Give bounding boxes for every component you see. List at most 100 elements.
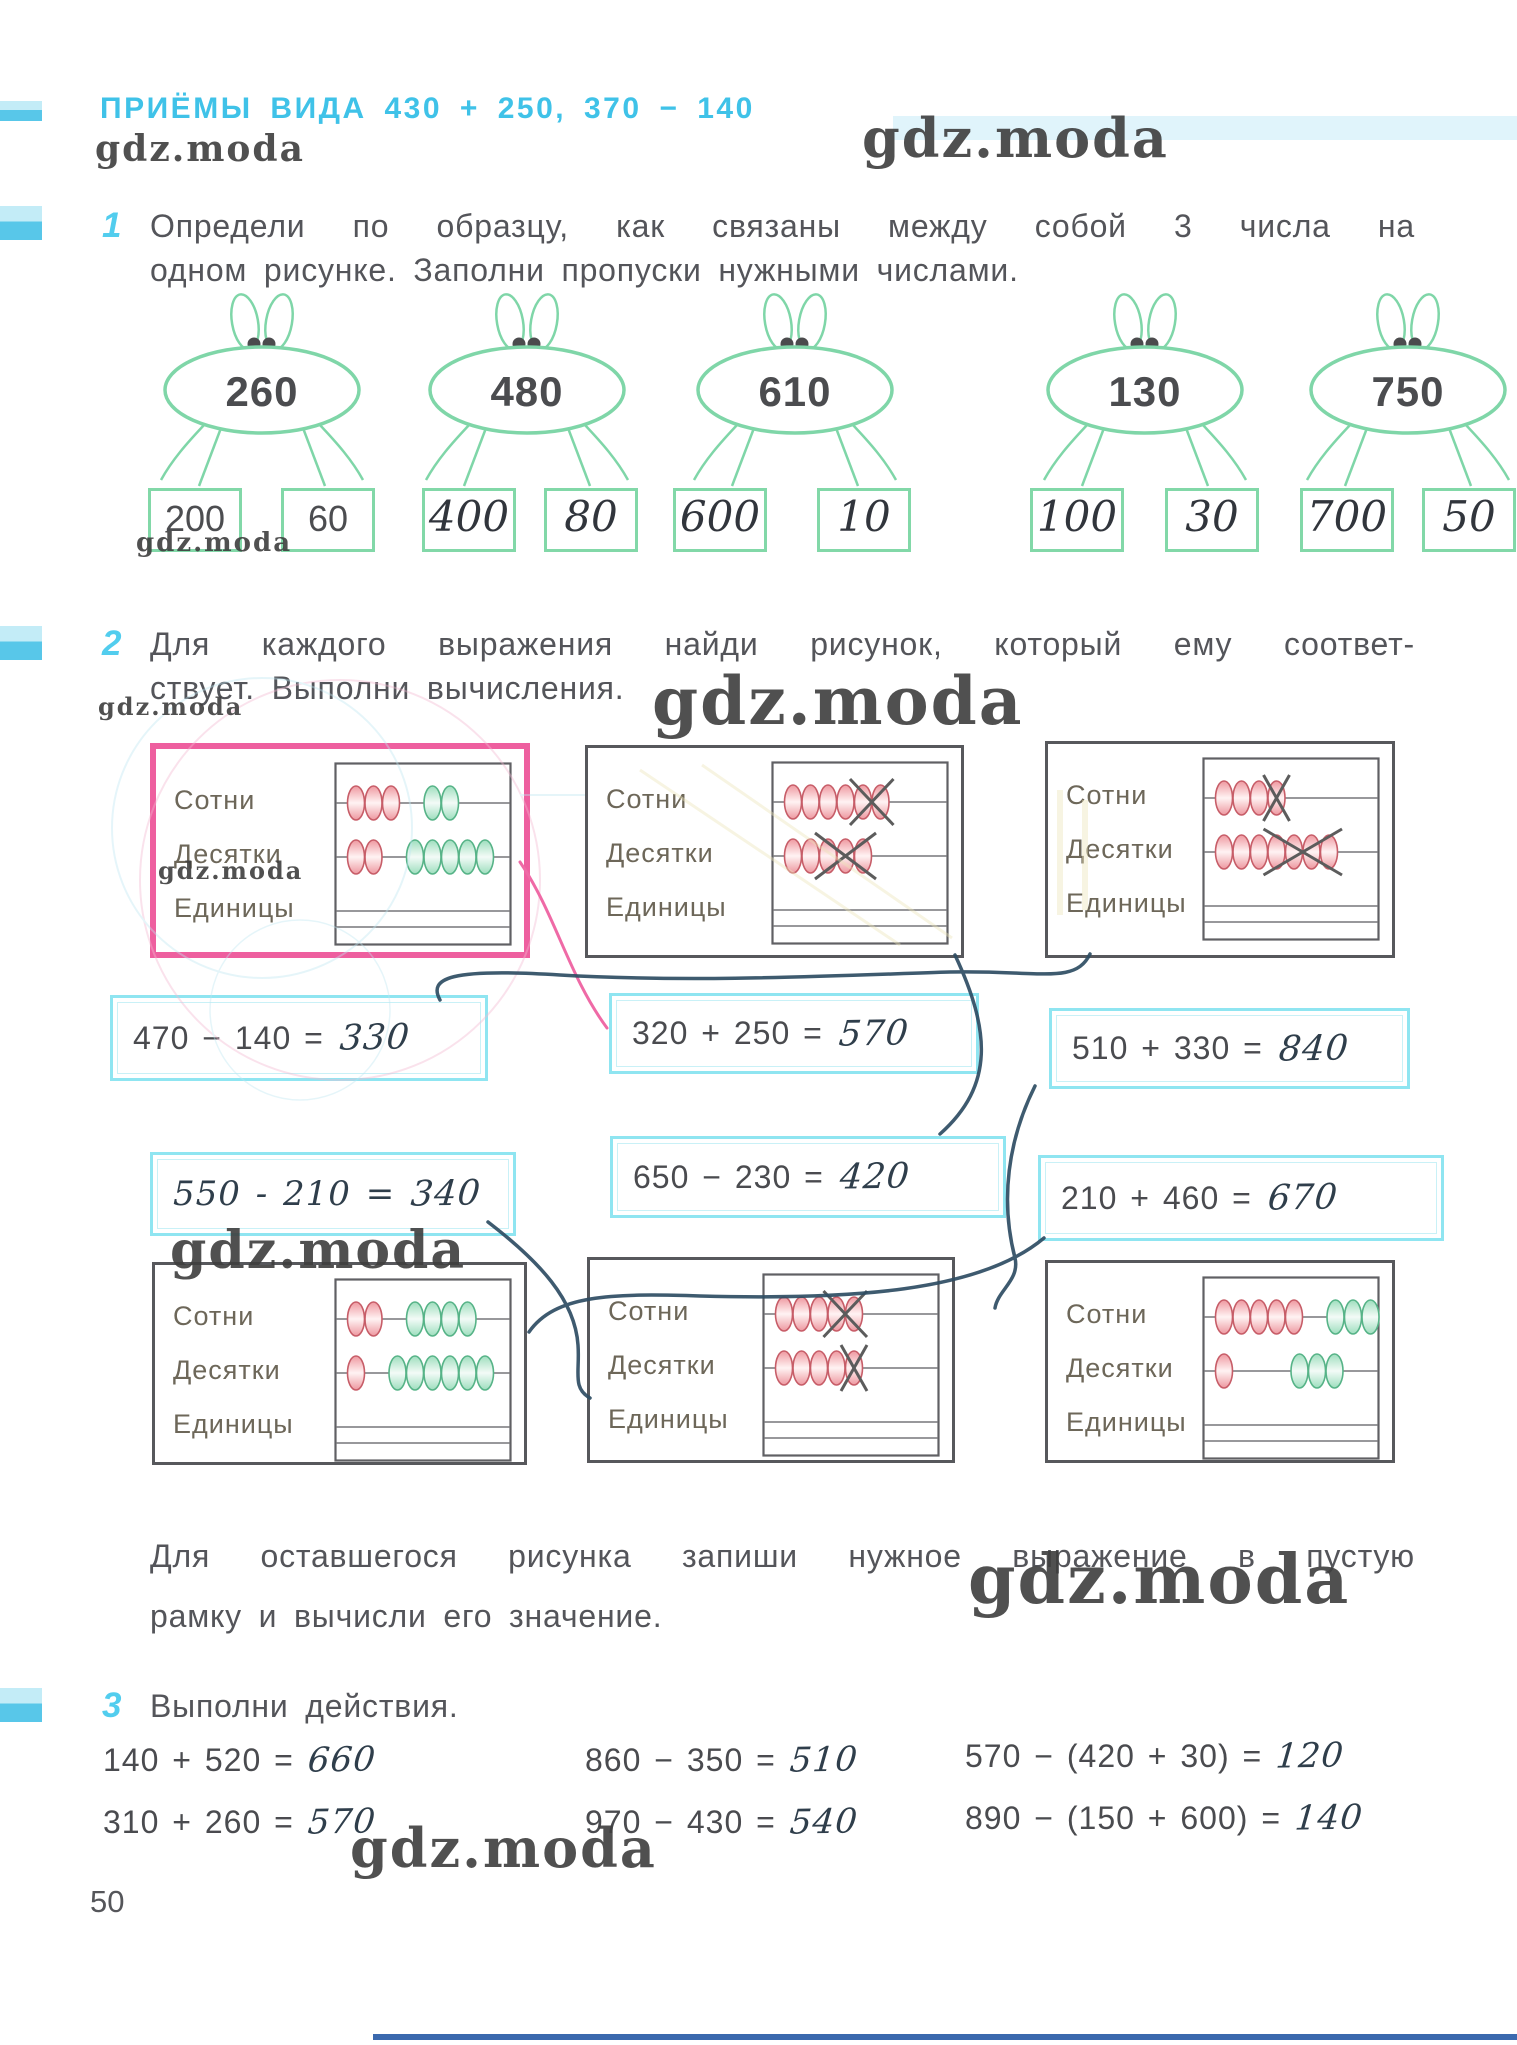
task1-accent-bar [0,206,42,240]
calc-answer: 120 [1274,1735,1346,1777]
label-hundreds: Сотни [1066,780,1148,810]
calc-answer: 660 [306,1739,378,1781]
answer-box: 400 [422,488,516,552]
header-band [893,116,1517,140]
task2-accent-bar [0,626,42,660]
abacus [334,762,512,946]
abacus-card-bottom-right: Сотни Десятки Единицы [1045,1260,1395,1463]
bottom-rule [373,2034,1517,2040]
answer-box: 60 [281,488,375,552]
expression-answer: 840 [1277,1027,1351,1070]
calculation: 890 − (150 + 600) = 140 [965,1797,1365,1839]
frog-total: 130 [1108,368,1182,415]
page-number: 50 [90,1884,125,1919]
expression-printed: 210 + 460 = [1061,1179,1252,1216]
page-title: ПРИЁМЫ ВИДА 430 + 250, 370 − 140 [100,92,755,125]
label-tens: Десятки [1066,834,1174,864]
task2-text-line2: ствует. Выполни вычисления. [150,670,625,706]
calc-expr: 890 − (150 + 600) = [965,1800,1281,1836]
expression-printed: 550 - 210 = [173,1174,396,1214]
title-accent-bar [0,101,42,121]
task2-number: 2 [102,624,122,663]
calc-expr: 310 + 260 = [103,1804,294,1840]
watermark: gdz.moda [158,856,304,885]
expression-answer: 670 [1266,1177,1340,1219]
calculation: 140 + 520 = 660 [103,1739,378,1781]
watermark: gdz.moda [170,1220,467,1281]
watermark: gdz.moda [136,528,293,558]
label-units: Единицы [606,892,727,922]
label-tens: Десятки [174,839,282,869]
calc-expr: 970 − 430 = [585,1804,776,1840]
answer-box: 10 [817,488,911,552]
frog-total: 610 [758,368,832,415]
label-hundreds: Сотни [1066,1299,1148,1329]
calculation: 310 + 260 = 570 [103,1801,378,1842]
expression-answer: 340 [409,1173,483,1215]
watermark: gdz.moda [98,692,244,721]
watermark: gdz.moda [968,1540,1351,1620]
label-units: Единицы [174,893,295,923]
label-hundreds: Сотни [174,785,256,815]
abacus-card-top-left: Сотни Десятки Единицы [150,743,530,958]
task3-number: 3 [102,1686,122,1725]
task1-number: 1 [102,206,122,245]
expression-box: 470 − 140 = 330 [110,995,488,1081]
task3-accent-bar [0,1688,42,1722]
frog-total: 260 [225,368,299,415]
calc-answer: 540 [788,1801,860,1843]
abacus [1202,757,1380,941]
expression-answer: 570 [837,1012,911,1055]
label-tens: Десятки [1066,1353,1174,1383]
task2-note-line2: рамку и вычисли его значение. [150,1598,663,1634]
answer-box: 700 [1300,488,1394,552]
watermark: gdz.moda [350,1816,657,1880]
expression-box: 320 + 250 = 570 [609,993,979,1074]
answer-box: 100 [1030,488,1124,552]
task2-note-line1: Для оставшегося рисунка запиши нужное вы… [150,1538,1415,1574]
calc-expr: 140 + 520 = [103,1742,294,1778]
label-hundreds: Сотни [608,1296,690,1326]
expression-printed: 650 − 230 = [633,1158,824,1195]
expression-printed: 470 − 140 = [133,1019,324,1056]
abacus-card-bottom-middle: Сотни Десятки Единицы [587,1257,955,1463]
expression-answer: 330 [338,1017,412,1059]
label-units: Единицы [1066,888,1187,918]
watermark: gdz.moda [95,128,305,170]
calc-expr: 860 − 350 = [585,1742,776,1778]
label-tens: Десятки [173,1355,281,1385]
abacus [1202,1276,1380,1460]
expression-box: 210 + 460 = 670 [1038,1155,1444,1241]
task1-text-line2: одном рисунке. Заполни пропуски нужными … [150,252,1019,288]
expression-box-handwritten: 550 - 210 = 340 [150,1152,516,1236]
calc-answer: 510 [788,1739,860,1781]
calculation: 860 − 350 = 510 [585,1739,860,1781]
watermark: gdz.moda [652,662,1024,740]
task2-text-line1: Для каждого выражения найди рисунок, кот… [150,626,1415,662]
task3-title: Выполни действия. [150,1688,459,1724]
abacus [762,1273,940,1457]
expression-printed: 510 + 330 = [1072,1030,1263,1066]
abacus [771,761,949,945]
calculation: 970 − 430 = 540 [585,1801,860,1843]
answer-box: 30 [1165,488,1259,552]
label-units: Единицы [608,1404,729,1434]
expression-printed: 320 + 250 = [632,1015,823,1051]
label-tens: Десятки [608,1350,716,1380]
label-hundreds: Сотни [173,1301,255,1331]
task1-text-line1: Определи по образцу, как связаны между с… [150,208,1415,244]
abacus [334,1278,512,1462]
calc-answer: 140 [1293,1797,1365,1839]
frog-total: 750 [1371,368,1445,415]
expression-box: 650 − 230 = 420 [610,1136,1006,1218]
frog-total: 480 [490,368,564,415]
calculation: 570 − (420 + 30) = 120 [965,1735,1346,1777]
expression-answer: 420 [838,1156,912,1198]
answer-box: 600 [673,488,767,552]
label-tens: Десятки [606,838,714,868]
calc-expr: 570 − (420 + 30) = [965,1738,1263,1774]
expression-box: 510 + 330 = 840 [1049,1008,1410,1089]
label-units: Единицы [173,1409,294,1439]
label-units: Единицы [1066,1407,1187,1437]
